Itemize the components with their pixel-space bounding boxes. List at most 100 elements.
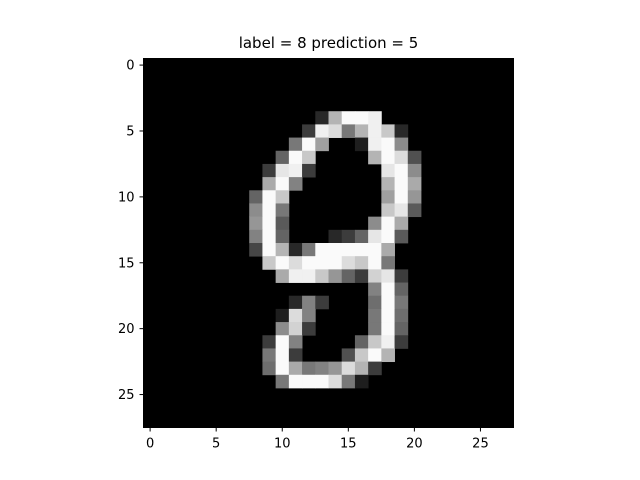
pixel-cell xyxy=(381,150,395,165)
pixel-cell xyxy=(328,361,343,376)
pixel-cell xyxy=(394,282,409,297)
pixel-cell xyxy=(315,295,329,310)
pixel-cell xyxy=(288,150,303,165)
pixel-cell xyxy=(328,269,343,283)
x-tick-label: 15 xyxy=(340,437,357,452)
pixel-cell xyxy=(315,124,329,138)
pixel-cell xyxy=(381,348,395,363)
pixel-cell xyxy=(288,335,303,349)
pixel-cell xyxy=(249,243,263,257)
pixel-cell xyxy=(341,374,356,389)
pixel-cell xyxy=(354,335,369,349)
pixel-cell xyxy=(381,282,395,297)
pixel-cell xyxy=(341,348,356,363)
pixel-cell xyxy=(394,216,409,231)
pixel-cell xyxy=(302,308,316,323)
x-tick-label: 25 xyxy=(472,437,489,452)
pixel-cell xyxy=(368,282,382,297)
pixel-cell xyxy=(368,322,382,336)
pixel-cell xyxy=(407,150,422,165)
x-axis: 0 5 10 15 20 25 xyxy=(146,427,489,452)
pixel-cell xyxy=(315,361,329,376)
pixel-cell xyxy=(394,124,409,138)
pixel-cell xyxy=(288,374,303,389)
pixel-cell xyxy=(381,137,395,152)
pixel-cell xyxy=(381,229,395,244)
pixel-cell xyxy=(354,374,369,389)
pixel-cell xyxy=(381,295,395,310)
pixel-cell xyxy=(275,348,290,363)
pixel-cell xyxy=(354,243,369,257)
pixel-cell xyxy=(249,203,263,218)
pixel-cell xyxy=(302,322,316,336)
pixel-cell xyxy=(354,348,369,363)
pixel-cell xyxy=(341,243,356,257)
y-tick-label: 20 xyxy=(118,322,135,337)
pixel-cell xyxy=(368,137,382,152)
pixel-cell xyxy=(262,177,277,191)
pixel-cell xyxy=(302,124,316,138)
pixel-cell xyxy=(394,229,409,244)
pixel-cell xyxy=(394,137,409,152)
pixel-cell xyxy=(328,111,343,125)
plot-area xyxy=(143,58,514,428)
pixel-cell xyxy=(275,374,290,389)
pixel-cell xyxy=(381,322,395,336)
pixel-cell xyxy=(381,308,395,323)
pixel-cell xyxy=(249,229,263,244)
pixel-cell xyxy=(249,190,263,204)
pixel-cell xyxy=(381,256,395,270)
pixel-cell xyxy=(368,256,382,270)
pixel-cell xyxy=(368,295,382,310)
pixel-cell xyxy=(328,124,343,138)
pixel-cell xyxy=(328,243,343,257)
pixel-cell xyxy=(354,111,369,125)
pixel-cell xyxy=(381,124,395,138)
pixel-cell xyxy=(381,335,395,349)
pixel-cell xyxy=(288,163,303,178)
pixel-cell xyxy=(315,243,329,257)
pixel-cell xyxy=(381,163,395,178)
pixel-cell xyxy=(381,203,395,218)
pixel-cell xyxy=(354,256,369,270)
pixel-cell xyxy=(381,243,395,257)
pixel-cell xyxy=(368,229,382,244)
pixel-cell xyxy=(302,150,316,165)
pixel-cell xyxy=(354,124,369,138)
pixel-cell xyxy=(394,150,409,165)
pixel-cell xyxy=(288,243,303,257)
pixel-cell xyxy=(275,256,290,270)
y-axis: 0 5 10 15 20 25 xyxy=(118,59,144,403)
pixel-cell xyxy=(328,229,343,244)
y-tick-label: 25 xyxy=(118,388,135,403)
pixel-cell xyxy=(262,348,277,363)
pixel-cell xyxy=(328,374,343,389)
pixel-cell xyxy=(262,243,277,257)
pixel-cell xyxy=(288,308,303,323)
pixel-cell xyxy=(275,322,290,336)
y-tick-label: 10 xyxy=(118,190,135,205)
pixel-cell xyxy=(394,190,409,204)
pixel-cell xyxy=(302,374,316,389)
pixel-cell xyxy=(275,150,290,165)
pixel-cell xyxy=(275,177,290,191)
pixel-cell xyxy=(262,229,277,244)
image-pixels xyxy=(249,111,422,389)
pixel-cell xyxy=(368,308,382,323)
pixel-cell xyxy=(328,256,343,270)
pixel-cell xyxy=(341,124,356,138)
pixel-cell xyxy=(381,269,395,283)
pixel-cell xyxy=(302,163,316,178)
pixel-cell xyxy=(262,203,277,218)
pixel-cell xyxy=(315,111,329,125)
x-tick-label: 20 xyxy=(406,437,423,452)
pixel-cell xyxy=(354,229,369,244)
pixel-cell xyxy=(354,269,369,283)
pixel-cell xyxy=(368,124,382,138)
pixel-cell xyxy=(341,111,356,125)
pixel-cell xyxy=(341,229,356,244)
pixel-cell xyxy=(394,308,409,323)
pixel-cell xyxy=(275,190,290,204)
pixel-cell xyxy=(368,269,382,283)
